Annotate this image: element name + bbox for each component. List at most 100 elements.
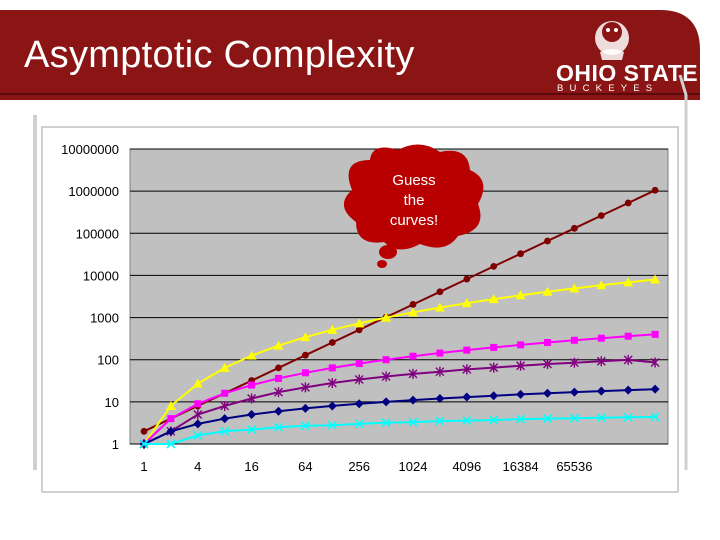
series-line (143, 388, 656, 445)
data-point (434, 302, 445, 312)
data-point (300, 403, 310, 413)
data-point (435, 394, 445, 404)
data-point (542, 414, 553, 424)
slide-title: Asymptotic Complexity (24, 34, 415, 76)
data-point (193, 430, 203, 440)
data-point (489, 362, 499, 373)
x-axis-tick-labels: 1 4 16 64 256 1024 4096 16384 65536 (140, 459, 592, 474)
x-tick-label: 4 (194, 459, 201, 474)
data-point (463, 275, 471, 283)
data-point (247, 410, 257, 420)
y-axis-tick-labels: 1 10 100 1000 10000 100000 1000000 10000000 (61, 142, 119, 452)
series-5 (139, 384, 660, 449)
data-point (167, 415, 175, 423)
thought-bubble (343, 144, 484, 268)
data-point (408, 368, 418, 379)
data-point (220, 414, 230, 424)
y-tick-label: 1000000 (68, 184, 119, 199)
data-point (569, 387, 579, 397)
data-point (569, 413, 579, 423)
data-point (596, 280, 607, 290)
ohio-state-logo (550, 12, 700, 102)
data-point (273, 340, 284, 350)
data-point (569, 357, 579, 368)
data-point (461, 298, 472, 308)
data-point (165, 400, 176, 410)
y-tick-label: 100000 (76, 226, 119, 241)
data-point (543, 388, 552, 398)
data-point (193, 409, 203, 420)
data-point (544, 339, 551, 347)
data-point (302, 351, 309, 359)
data-point (219, 362, 230, 372)
data-point (488, 294, 499, 304)
callout-line: Guess (392, 172, 436, 189)
y-tick-label: 1000 (90, 311, 119, 326)
data-point (381, 397, 391, 407)
data-point (327, 324, 338, 334)
data-point (623, 277, 634, 287)
data-point (354, 399, 364, 409)
data-point (596, 386, 606, 396)
series-2 (139, 274, 661, 448)
data-point (517, 250, 524, 258)
data-point (408, 395, 418, 405)
data-point (623, 412, 633, 422)
series-6 (139, 412, 660, 449)
data-point (327, 401, 337, 411)
x-tick-label: 16384 (503, 459, 539, 474)
data-point (273, 422, 284, 432)
logo-wordmark: OHIO STATE (556, 60, 699, 86)
title-banner-shape (0, 10, 700, 100)
y-tick-label: 10 (105, 395, 119, 410)
x-tick-label: 65536 (556, 459, 592, 474)
data-point (139, 439, 149, 449)
data-point (275, 364, 282, 372)
data-point (354, 419, 364, 429)
data-point (436, 349, 444, 357)
data-point (651, 186, 659, 194)
data-point (650, 357, 660, 368)
y-tick-label: 10000000 (61, 142, 119, 157)
data-point (166, 426, 176, 436)
data-point (516, 389, 526, 399)
data-point (166, 439, 176, 449)
data-point (436, 288, 444, 296)
series-line (143, 333, 656, 445)
x-tick-label: 1024 (399, 459, 428, 474)
data-point (596, 356, 606, 367)
x-tick-label: 256 (348, 459, 370, 474)
data-point (220, 426, 230, 436)
data-point (354, 318, 365, 328)
series-line (143, 278, 656, 445)
data-point (651, 330, 659, 338)
data-point (221, 389, 229, 397)
data-point (274, 387, 283, 398)
data-point (462, 392, 472, 402)
data-point (194, 400, 202, 408)
data-point (192, 378, 203, 388)
data-point (409, 352, 417, 360)
data-point (193, 419, 203, 429)
data-point (300, 421, 310, 431)
y-tick-label: 1 (112, 437, 119, 452)
data-point (544, 237, 551, 245)
data-point (462, 415, 472, 426)
data-point (624, 332, 632, 340)
data-point (435, 416, 445, 426)
data-point (220, 400, 230, 411)
data-point (246, 350, 257, 360)
data-point (275, 374, 282, 382)
y-tick-label: 100 (97, 353, 119, 368)
data-point (571, 224, 578, 232)
x-tick-label: 16 (244, 459, 258, 474)
y-tick-label: 10000 (83, 268, 119, 283)
data-point (543, 359, 552, 370)
data-point (247, 393, 257, 404)
data-point (597, 212, 605, 220)
data-point (248, 381, 256, 389)
data-point (596, 413, 606, 423)
data-point (274, 406, 283, 416)
data-point (140, 427, 148, 435)
